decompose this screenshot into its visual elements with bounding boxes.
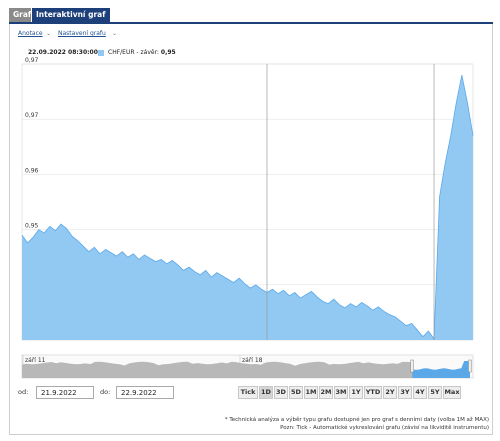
range-button-max[interactable]: Max: [443, 386, 461, 399]
from-label: od:: [18, 388, 29, 396]
navigator-history-area: [22, 361, 413, 378]
from-date-input[interactable]: [36, 386, 94, 399]
legend-swatch: [98, 50, 104, 56]
annotations-link[interactable]: Anotace: [18, 30, 43, 37]
range-button-2m[interactable]: 2M: [319, 386, 333, 399]
navigator-label: září 11: [25, 357, 46, 364]
navigator-label: září 18: [242, 357, 263, 364]
y-tick-label: 0,97: [25, 112, 39, 119]
range-button-5d[interactable]: 5D: [289, 386, 303, 399]
range-button-tick[interactable]: Tick: [238, 386, 258, 399]
range-button-1d[interactable]: 1D: [259, 386, 273, 399]
tab-underline: [9, 22, 493, 24]
navigator-handle-left: [410, 359, 414, 373]
y-tick-label: 0,96: [25, 167, 39, 174]
legend-datetime: 22.09.2022 08:30:00: [28, 49, 98, 56]
range-button-3d[interactable]: 3D: [274, 386, 288, 399]
chart-tabs: Graf Interaktivní graf: [9, 8, 493, 23]
chart-panel: [9, 24, 493, 435]
range-button-5y[interactable]: 5Y: [428, 386, 442, 399]
navigator-selected-area: [412, 361, 470, 378]
footnote-line-2: Pozn: Tick - Automatické vykreslování gr…: [280, 425, 489, 431]
series-area: [22, 75, 473, 340]
to-label: do:: [100, 388, 111, 396]
tab-interactive-chart[interactable]: Interaktivní graf: [32, 8, 110, 23]
y-tick-label: 0,97: [25, 57, 39, 64]
tab-graf[interactable]: Graf: [9, 8, 31, 23]
legend-series-value: 0,95: [160, 49, 176, 56]
range-button-3m[interactable]: 3M: [334, 386, 348, 399]
legend-series-name: CHF/EUR - závěr:: [108, 49, 159, 56]
range-button-2y[interactable]: 2Y: [383, 386, 397, 399]
range-button-4y[interactable]: 4Y: [413, 386, 427, 399]
range-button-ytd[interactable]: YTD: [364, 386, 382, 399]
range-button-1y[interactable]: 1Y: [349, 386, 363, 399]
y-tick-label: 0,95: [25, 223, 39, 230]
to-date-input[interactable]: [116, 386, 174, 399]
footnote-line-1: * Technická analýza a výběr typu grafu d…: [224, 417, 489, 423]
range-button-3y[interactable]: 3Y: [398, 386, 412, 399]
legend-series: CHF/EUR - závěr: 0,95: [108, 49, 176, 56]
chevron-down-icon: ⌄: [46, 30, 52, 37]
chevron-down-icon: ⌄: [112, 30, 118, 37]
footnote: * Technická analýza a výběr typu grafu d…: [189, 416, 489, 432]
range-button-1m[interactable]: 1M: [304, 386, 318, 399]
series-line: [21, 74, 474, 341]
chart-settings-link[interactable]: Nastavení grafu: [58, 30, 106, 37]
navigator-handle-right: [468, 359, 472, 373]
